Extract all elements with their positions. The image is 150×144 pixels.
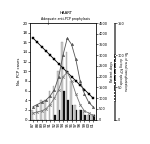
- Bar: [36, 105, 37, 120]
- Bar: [72, 105, 73, 120]
- Bar: [63, 91, 65, 120]
- Bar: [80, 110, 82, 120]
- Bar: [48, 91, 50, 120]
- Text: HAART: HAART: [60, 11, 72, 15]
- Bar: [66, 52, 67, 120]
- Bar: [59, 110, 60, 120]
- Y-axis label: No. of renal transplantations
during PCP episode: No. of renal transplantations during PCP…: [118, 52, 127, 91]
- Y-axis label: No. PCP cases: No. PCP cases: [17, 58, 21, 85]
- Bar: [87, 115, 89, 120]
- Bar: [40, 100, 42, 120]
- Bar: [54, 115, 56, 120]
- Bar: [44, 100, 46, 120]
- Bar: [53, 86, 54, 120]
- Bar: [91, 115, 93, 120]
- Bar: [83, 110, 84, 120]
- Bar: [84, 115, 86, 120]
- Y-axis label: Patient-days: Patient-days: [109, 60, 113, 82]
- Bar: [70, 81, 72, 120]
- Bar: [61, 42, 63, 120]
- Bar: [93, 115, 95, 120]
- Bar: [76, 110, 78, 120]
- Text: J: J: [47, 21, 49, 25]
- Bar: [31, 110, 33, 120]
- Bar: [89, 115, 90, 120]
- Bar: [67, 100, 69, 120]
- Bar: [78, 110, 80, 120]
- Text: Adequate anti-PCP prophylaxis: Adequate anti-PCP prophylaxis: [41, 17, 91, 21]
- Bar: [74, 105, 76, 120]
- Bar: [57, 71, 59, 120]
